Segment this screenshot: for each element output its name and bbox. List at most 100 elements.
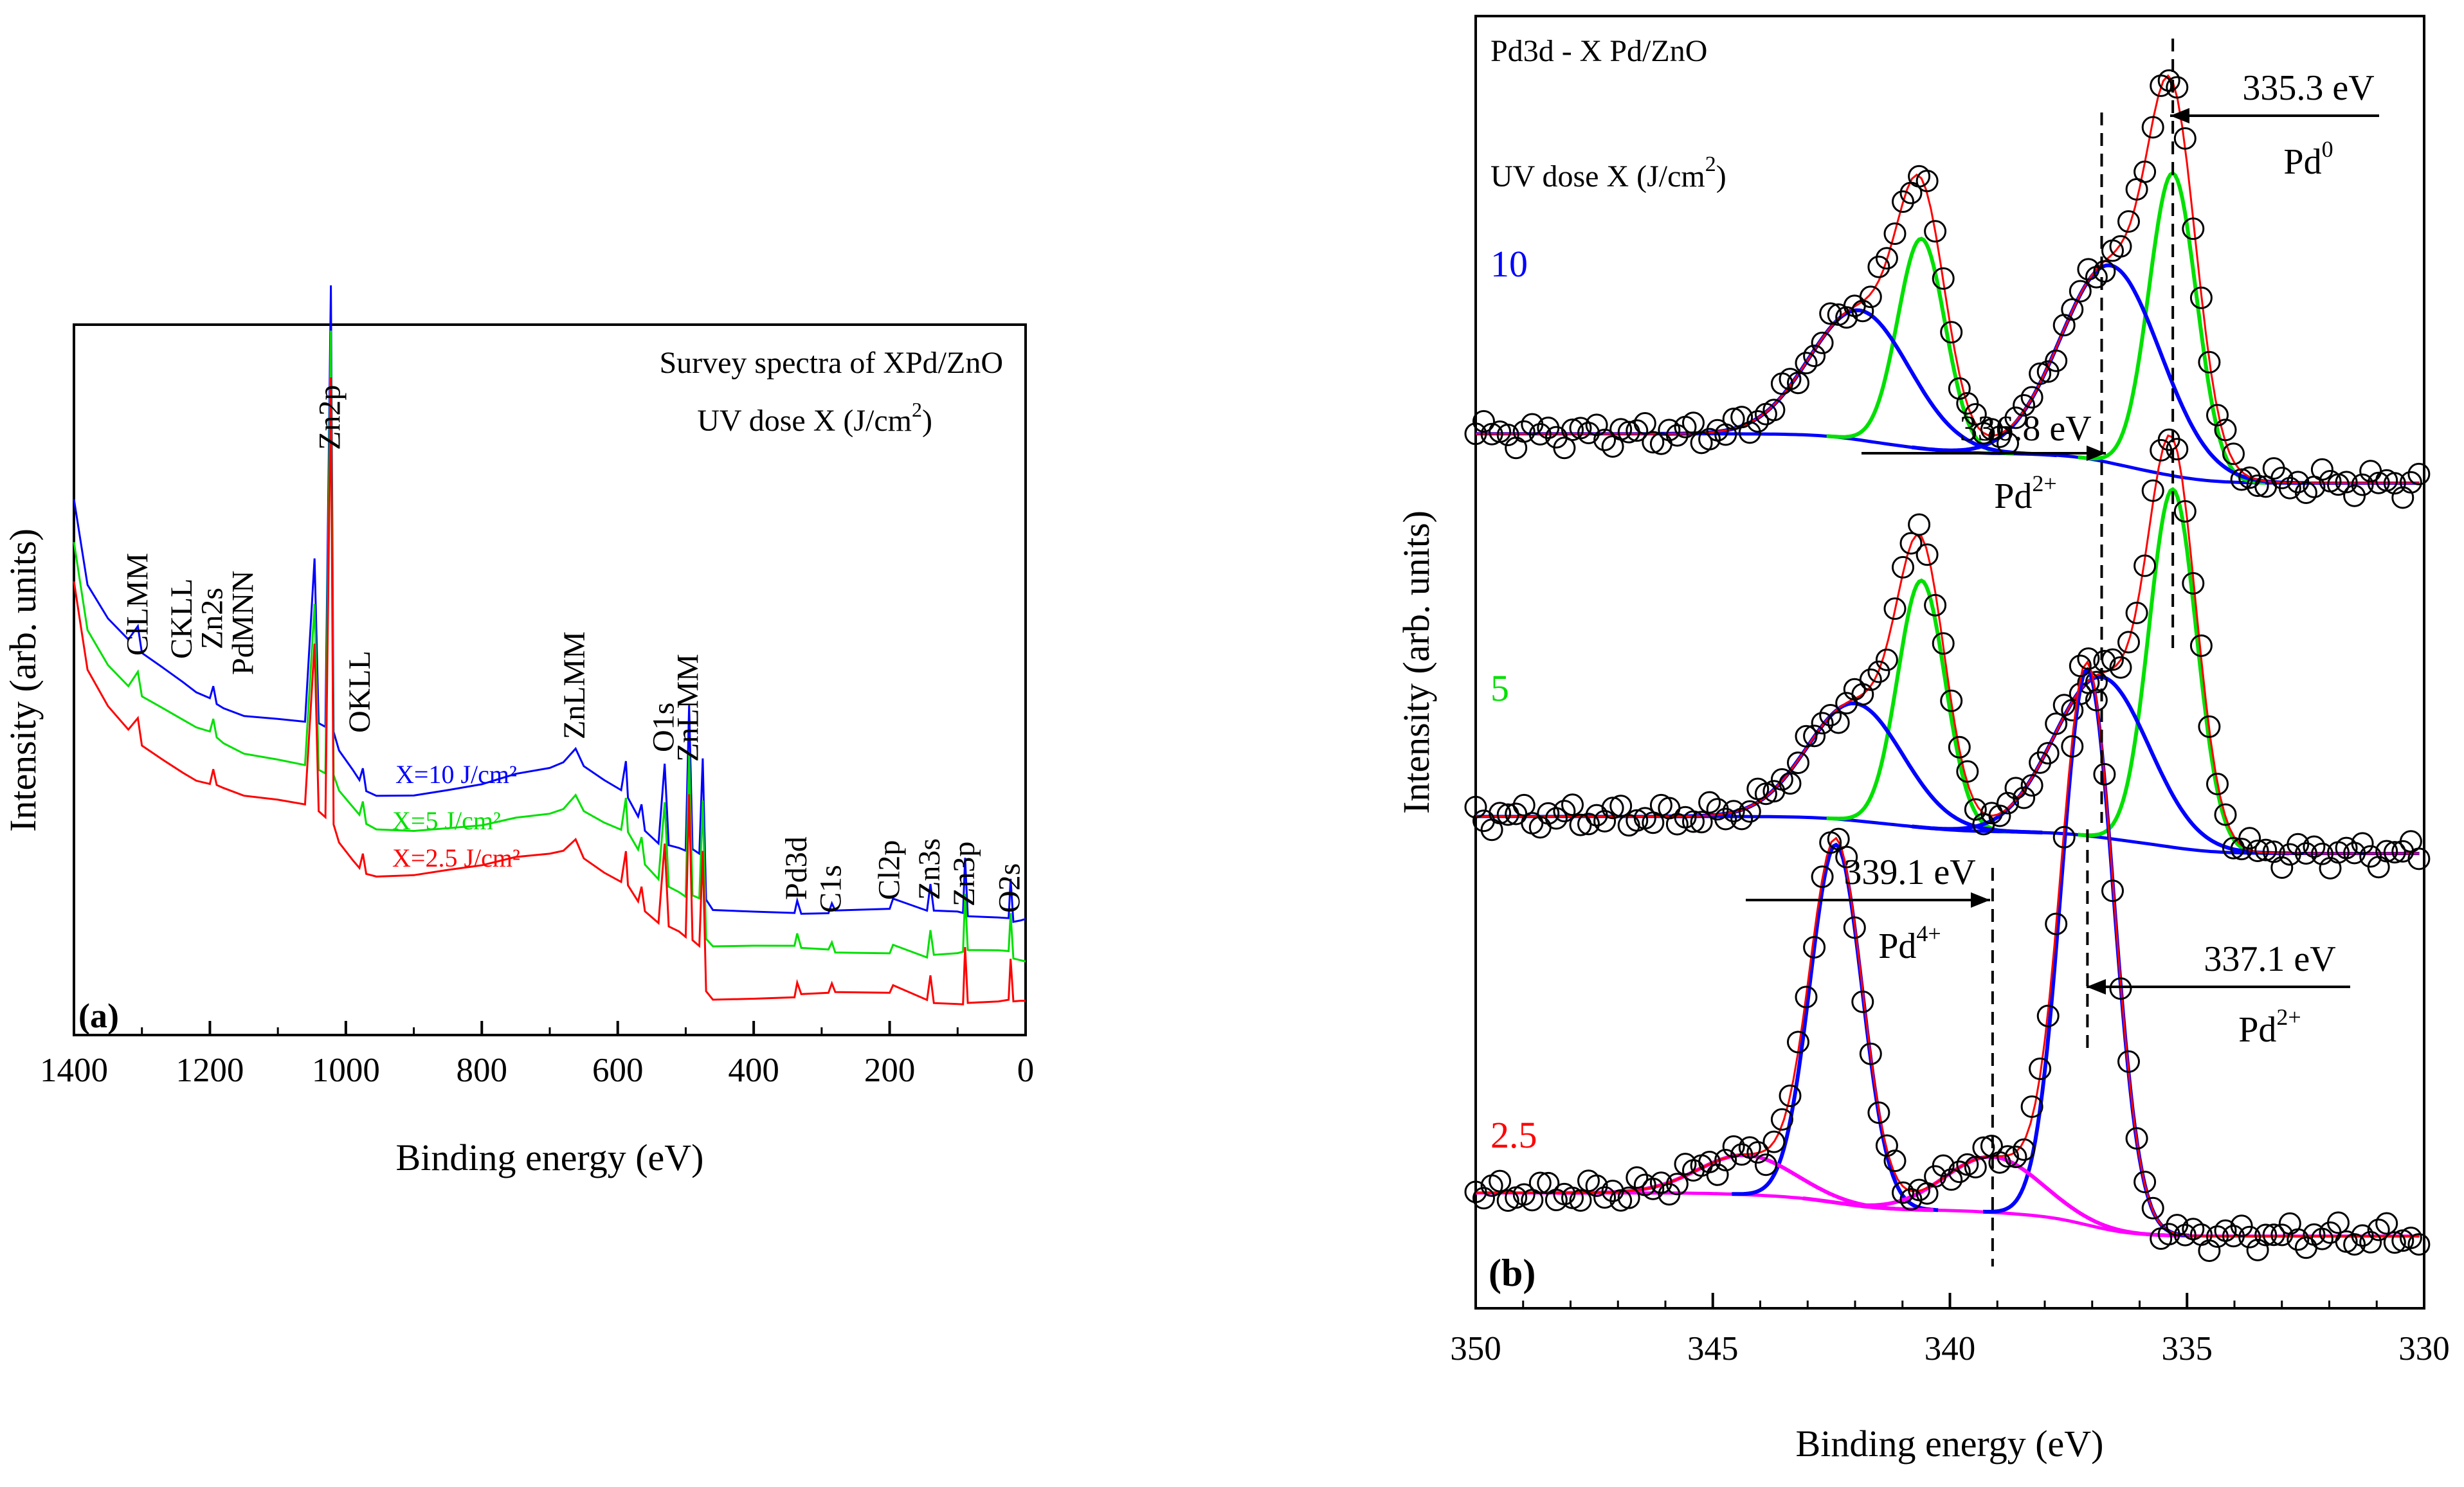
panel-a-label: (a) — [78, 996, 119, 1035]
data-point — [1883, 1149, 1907, 1173]
data-point — [2383, 841, 2406, 864]
data-point — [1892, 555, 1914, 579]
data-point — [1948, 1160, 1971, 1184]
arrow-head — [1971, 892, 1990, 908]
data-point — [1916, 543, 1939, 566]
data-point — [1859, 1042, 1882, 1065]
data-point — [1617, 1186, 1640, 1209]
legend-series-2-5: X=2.5 J/cm² — [392, 843, 520, 872]
data-point — [1988, 1151, 2011, 1174]
x-tick-label: 335 — [2162, 1330, 2213, 1367]
data-point — [1779, 1085, 1802, 1107]
data-point — [1472, 1187, 1495, 1210]
data-point — [1795, 725, 1818, 748]
data-point — [2399, 471, 2422, 494]
data-point — [2101, 239, 2124, 262]
data-point — [2077, 258, 2100, 281]
data-point — [2343, 484, 2366, 507]
arrow-head — [2170, 108, 2189, 123]
data-point — [1528, 423, 1552, 446]
data-point — [1738, 800, 1761, 823]
survey-curve-3 — [73, 377, 1026, 1005]
data-point — [2045, 912, 2068, 935]
data-point — [1867, 255, 1890, 278]
data-point — [2077, 647, 2100, 670]
data-point — [1569, 813, 1592, 836]
state-superscript: 2+ — [2032, 471, 2056, 496]
data-point — [2238, 827, 2261, 850]
data-point — [1762, 1130, 1786, 1153]
data-point — [2278, 476, 2301, 500]
data-point — [1593, 809, 1617, 833]
x-tick-label: 330 — [2398, 1330, 2450, 1367]
data-point — [2310, 842, 2333, 865]
state-superscript: 4+ — [1916, 921, 1941, 946]
data-point — [2117, 210, 2140, 233]
survey-curve-2 — [73, 330, 1026, 962]
data-point — [1464, 795, 1487, 818]
data-point — [1851, 990, 1874, 1013]
data-point — [2029, 1058, 2052, 1080]
data-point — [2182, 217, 2205, 240]
data-point — [1948, 735, 1971, 759]
data-point — [2093, 762, 2116, 786]
data-point — [2093, 260, 2116, 283]
panel-b-subtitle: UV dose X (J/cm2) — [1490, 152, 1726, 194]
data-point — [2327, 1211, 2350, 1234]
binding-energy-label: 336.8 eV — [1959, 409, 2091, 449]
data-point — [1682, 411, 1705, 435]
peak-label: Zn2s — [195, 588, 230, 649]
data-point — [2109, 977, 2132, 1000]
data-point — [1585, 1174, 1608, 1197]
data-point — [1512, 420, 1535, 443]
data-point — [1803, 936, 1826, 959]
data-point — [1464, 422, 1487, 446]
data-point — [1569, 1189, 1592, 1212]
x-tick-label: 1200 — [176, 1052, 244, 1089]
data-point — [1835, 306, 1858, 329]
data-point — [1787, 372, 1809, 395]
data-point — [1803, 345, 1826, 367]
data-point — [1730, 807, 1753, 831]
data-point — [1908, 513, 1931, 536]
peak-label: ZnLMM — [557, 631, 592, 739]
data-point — [2198, 350, 2221, 374]
arrow-head — [2087, 446, 2106, 461]
data-point — [2085, 689, 2108, 712]
data-point — [2383, 472, 2406, 495]
data-point — [2206, 404, 2229, 427]
data-point — [2069, 280, 2092, 303]
data-point — [1649, 1171, 1672, 1194]
state-symbol: Pd — [2283, 142, 2321, 182]
data-point — [2270, 1223, 2294, 1247]
panel-a-y-label: Intensity (arb. units) — [2, 528, 44, 832]
survey-curve-1 — [73, 285, 1026, 923]
panel-a-subtitle-close: ) — [922, 404, 932, 438]
data-point — [1472, 410, 1495, 433]
data-point — [2085, 266, 2108, 289]
data-point — [1940, 1168, 1963, 1191]
panel-b-subtitle-close: ) — [1716, 159, 1726, 194]
binding-energy-label: 335.3 eV — [2242, 68, 2374, 108]
panel-a-x-ticks: 1400 1200 1000 800 600 400 200 0 — [40, 1021, 1034, 1089]
data-point — [2367, 1218, 2390, 1241]
data-point — [1924, 220, 1947, 243]
data-point — [2173, 500, 2197, 523]
data-point — [1577, 422, 1600, 444]
legend-series-5: X=5 J/cm² — [392, 806, 501, 835]
data-point — [2133, 1171, 2157, 1193]
data-point — [1601, 797, 1624, 820]
x-tick-label: 600 — [592, 1052, 644, 1089]
data-point — [1674, 1153, 1697, 1176]
data-point — [2141, 1196, 2164, 1220]
data-point — [2294, 842, 2317, 865]
data-point — [1642, 431, 1665, 454]
data-point — [1779, 772, 1802, 795]
data-point — [1932, 632, 1955, 655]
data-point — [1827, 711, 1850, 734]
panel-b-label: (b) — [1489, 1252, 1535, 1294]
peak-label: Zn2p — [313, 385, 347, 450]
data-point — [2254, 838, 2278, 861]
x-tick-label: 800 — [457, 1052, 508, 1089]
